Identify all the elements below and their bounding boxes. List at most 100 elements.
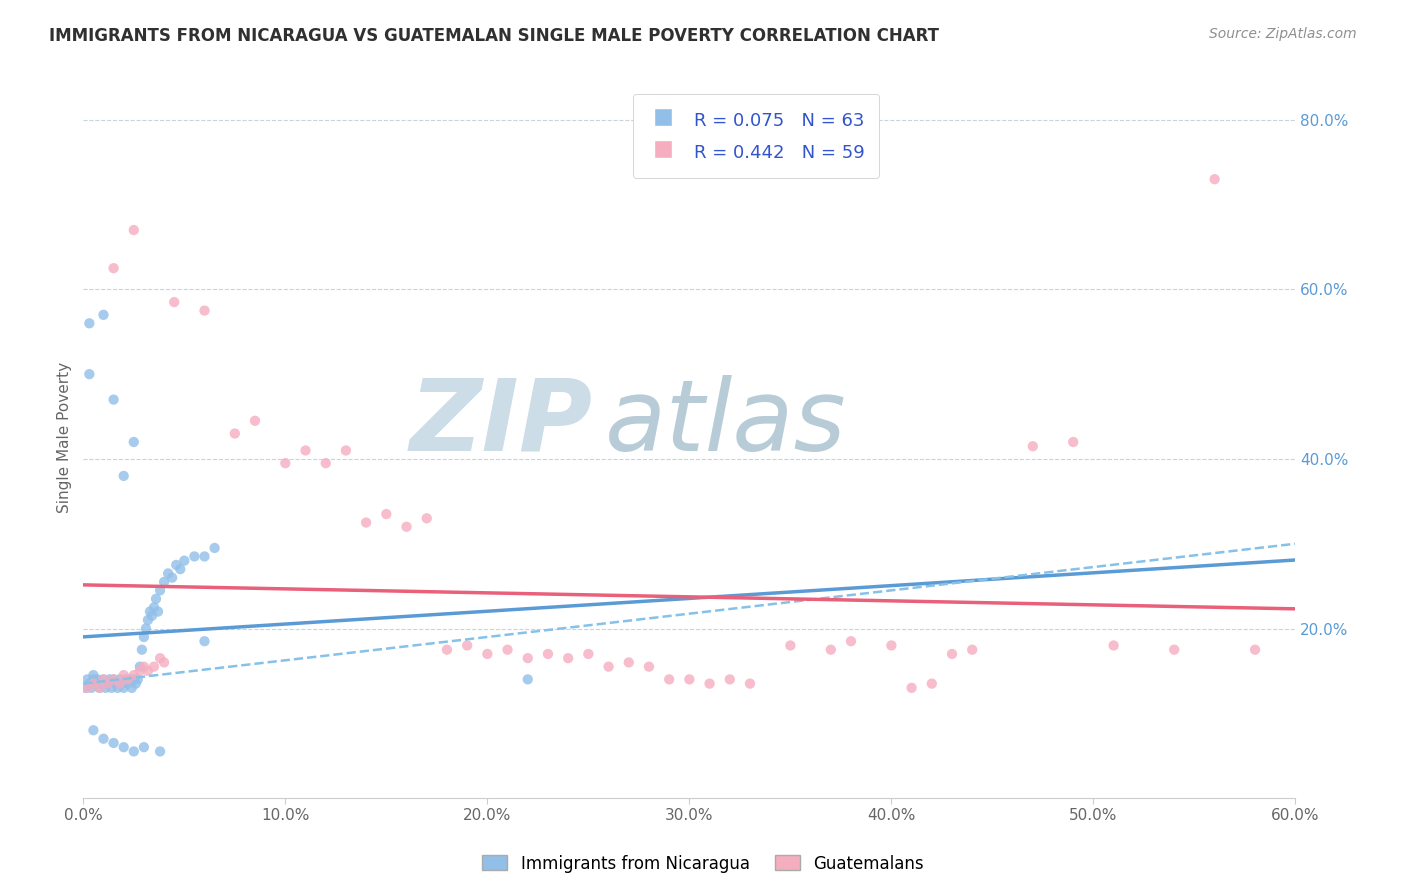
Text: atlas: atlas <box>605 375 846 472</box>
Point <box>900 681 922 695</box>
Point <box>153 574 176 589</box>
Point <box>135 622 157 636</box>
Legend: Immigrants from Nicaragua, Guatemalans: Immigrants from Nicaragua, Guatemalans <box>475 848 931 880</box>
Point <box>79 316 101 330</box>
Point <box>132 630 155 644</box>
Point <box>516 651 538 665</box>
Point <box>477 647 499 661</box>
Point <box>108 673 131 687</box>
Point <box>416 511 439 525</box>
Point <box>1163 642 1185 657</box>
Point <box>160 571 183 585</box>
Point <box>80 681 103 695</box>
Legend: R = 0.075   N = 63, R = 0.442   N = 59: R = 0.075 N = 63, R = 0.442 N = 59 <box>633 94 879 178</box>
Point <box>111 676 134 690</box>
Point <box>82 673 104 687</box>
Point <box>537 647 560 661</box>
Point <box>121 681 143 695</box>
Point <box>128 659 150 673</box>
Point <box>122 223 145 237</box>
Point <box>93 673 115 687</box>
Point <box>718 673 741 687</box>
Text: IMMIGRANTS FROM NICARAGUA VS GUATEMALAN SINGLE MALE POVERTY CORRELATION CHART: IMMIGRANTS FROM NICARAGUA VS GUATEMALAN … <box>49 27 939 45</box>
Point <box>112 681 135 695</box>
Point <box>117 673 139 687</box>
Point <box>193 303 215 318</box>
Point <box>1102 639 1125 653</box>
Point <box>143 659 166 673</box>
Point <box>173 554 195 568</box>
Point <box>82 676 104 690</box>
Point <box>76 681 98 695</box>
Point <box>75 681 97 695</box>
Point <box>921 676 943 690</box>
Point <box>82 723 104 738</box>
Point <box>315 456 337 470</box>
Point <box>436 642 458 657</box>
Point <box>89 681 111 695</box>
Point <box>294 443 316 458</box>
Point <box>153 656 176 670</box>
Point <box>82 668 104 682</box>
Point <box>122 744 145 758</box>
Point <box>79 367 101 381</box>
Point <box>165 558 187 572</box>
Text: ZIP: ZIP <box>409 375 592 472</box>
Point <box>149 744 172 758</box>
Point <box>354 516 377 530</box>
Point <box>149 651 172 665</box>
Point <box>274 456 297 470</box>
Point <box>1062 435 1084 450</box>
Point <box>820 642 842 657</box>
Point <box>84 676 107 690</box>
Point <box>118 673 141 687</box>
Point <box>125 676 148 690</box>
Point <box>103 392 125 407</box>
Point <box>880 639 903 653</box>
Point <box>224 426 246 441</box>
Point <box>139 605 162 619</box>
Point <box>496 642 519 657</box>
Point <box>79 676 101 690</box>
Point <box>141 608 163 623</box>
Point <box>112 668 135 682</box>
Point <box>1204 172 1226 186</box>
Point <box>103 261 125 276</box>
Point <box>335 443 357 458</box>
Point <box>204 541 226 555</box>
Point <box>145 591 167 606</box>
Point <box>839 634 862 648</box>
Point <box>576 647 599 661</box>
Point <box>738 676 761 690</box>
Point <box>183 549 205 564</box>
Point <box>136 664 159 678</box>
Point <box>243 414 266 428</box>
Point <box>157 566 180 581</box>
Point <box>100 681 122 695</box>
Point <box>516 673 538 687</box>
Point <box>122 668 145 682</box>
Point <box>617 656 640 670</box>
Point <box>163 295 186 310</box>
Point <box>1022 439 1045 453</box>
Point <box>96 676 118 690</box>
Point <box>112 469 135 483</box>
Point <box>103 673 125 687</box>
Point <box>1244 642 1267 657</box>
Point <box>658 673 681 687</box>
Point <box>193 549 215 564</box>
Point <box>93 308 115 322</box>
Point <box>76 673 98 687</box>
Point <box>98 673 121 687</box>
Point <box>132 659 155 673</box>
Point <box>117 676 139 690</box>
Point <box>90 676 112 690</box>
Point <box>456 639 478 653</box>
Point <box>107 681 129 695</box>
Point <box>114 673 136 687</box>
Point <box>93 673 115 687</box>
Point <box>136 613 159 627</box>
Point <box>149 583 172 598</box>
Y-axis label: Single Male Poverty: Single Male Poverty <box>58 362 72 513</box>
Point <box>93 731 115 746</box>
